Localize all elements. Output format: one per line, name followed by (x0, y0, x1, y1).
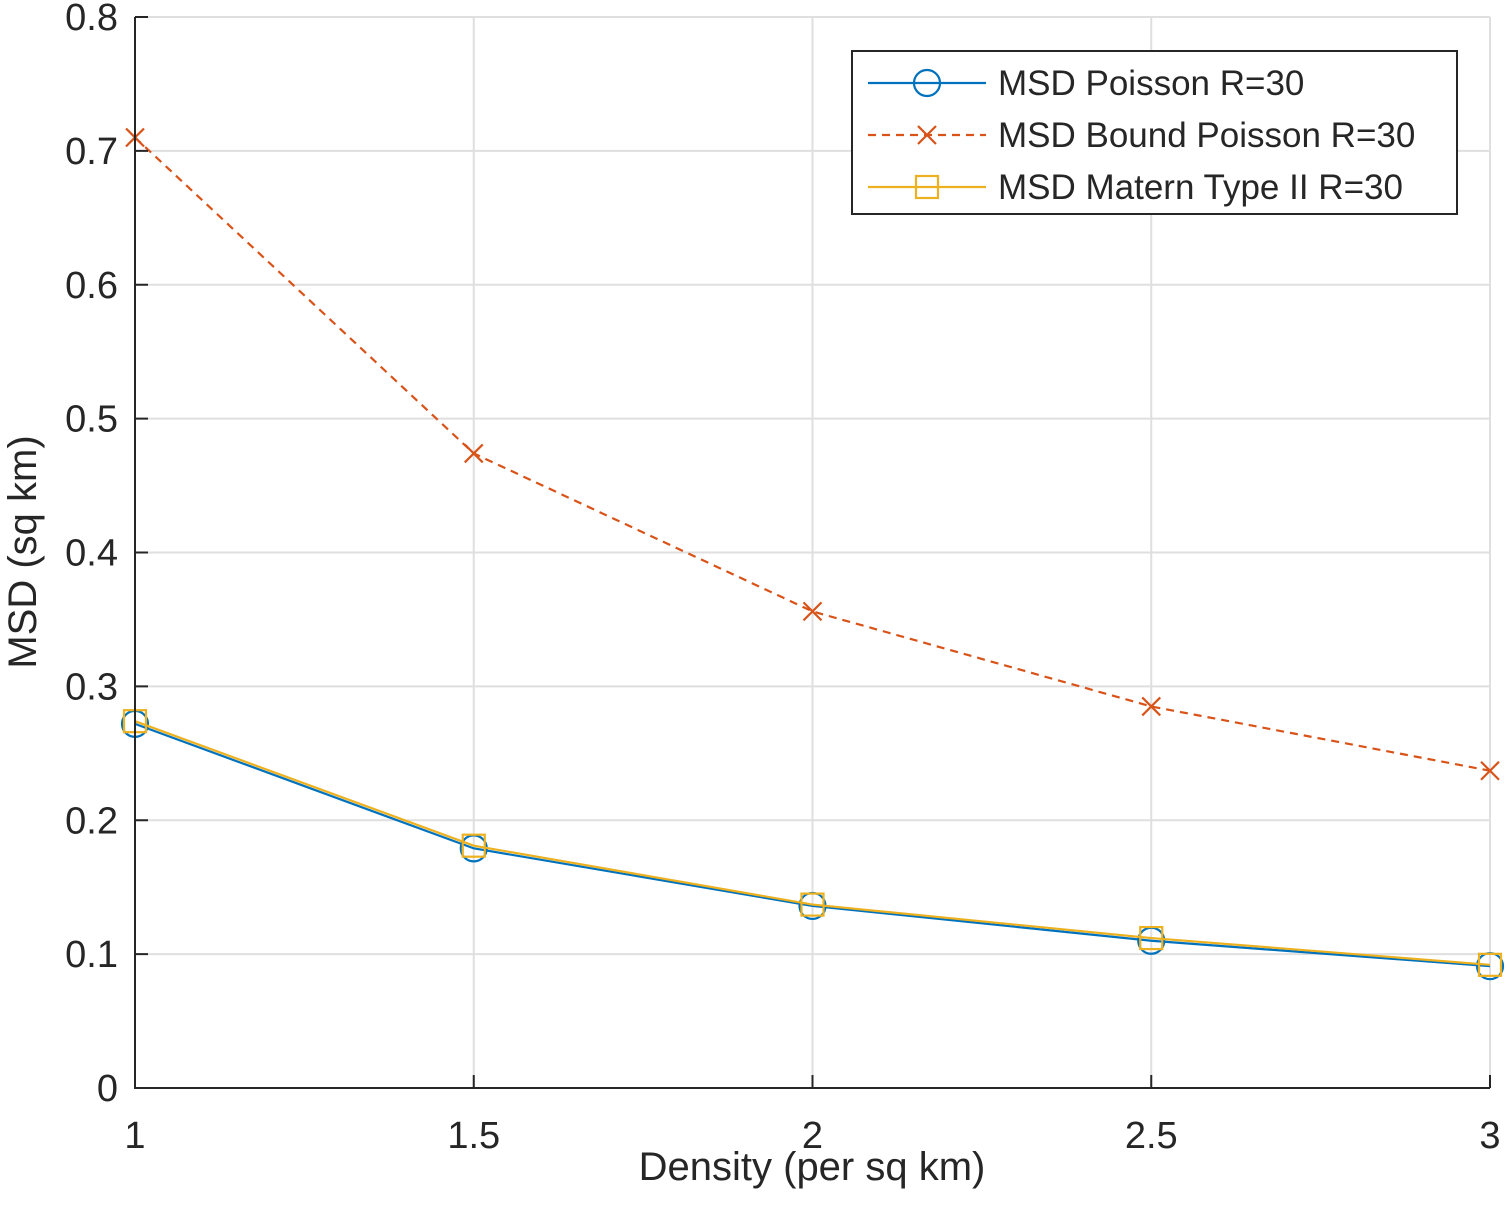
series-1 (125, 127, 1500, 781)
legend-marker-0 (912, 68, 942, 98)
y-tick-label: 0.5 (65, 399, 118, 441)
y-tick-label: 0.7 (65, 131, 118, 173)
data-point (1139, 925, 1164, 951)
x-tick-label: 2 (802, 1115, 823, 1157)
data-point (800, 892, 825, 917)
x-tick-label: 2.5 (1125, 1115, 1178, 1157)
series-line-2 (134, 720, 1491, 966)
y-tick-label: 0 (97, 1068, 118, 1110)
data-point (802, 601, 823, 622)
y-axis-title: MSD (sq km) (1, 435, 45, 668)
y-tick-label: 0.2 (65, 800, 118, 842)
legend: MSD Poisson R=30 MSD Bound Poisson R=30 MS… (851, 50, 1458, 215)
data-point (463, 443, 484, 464)
y-tick-label: 0.3 (65, 666, 118, 708)
legend-label: MSD Poisson R=30 (998, 64, 1304, 103)
legend-marker-2 (914, 174, 940, 200)
legend-marker-1 (917, 125, 937, 145)
y-tick-label: 0.1 (65, 934, 118, 976)
y-tick-label: 0.8 (65, 0, 118, 39)
x-tick-label: 1.5 (447, 1115, 500, 1157)
x-axis-title: Density (per sq km) (639, 1145, 986, 1189)
y-tick-label: 0.4 (65, 533, 118, 575)
series-layer (120, 127, 1505, 981)
y-tick-label: 0.6 (65, 265, 118, 307)
series-line-0 (134, 722, 1491, 968)
tick-labels: 1 1.5 2 2.5 3 0 0.1 0.2 0.3 0.4 0.5 0.6 0.7 0.8 (65, 0, 1500, 1157)
legend-label: MSD Bound Poisson R=30 (998, 116, 1415, 155)
legend-label: MSD Matern Type II R=30 (998, 168, 1403, 207)
data-point (1477, 952, 1503, 977)
x-tick-label: 1 (124, 1115, 145, 1157)
series-2 (122, 709, 1503, 977)
series-line-1 (134, 136, 1491, 772)
x-tick-label: 3 (1479, 1115, 1500, 1157)
data-point (1480, 760, 1500, 781)
data-point (1141, 696, 1162, 717)
data-point (461, 833, 486, 858)
